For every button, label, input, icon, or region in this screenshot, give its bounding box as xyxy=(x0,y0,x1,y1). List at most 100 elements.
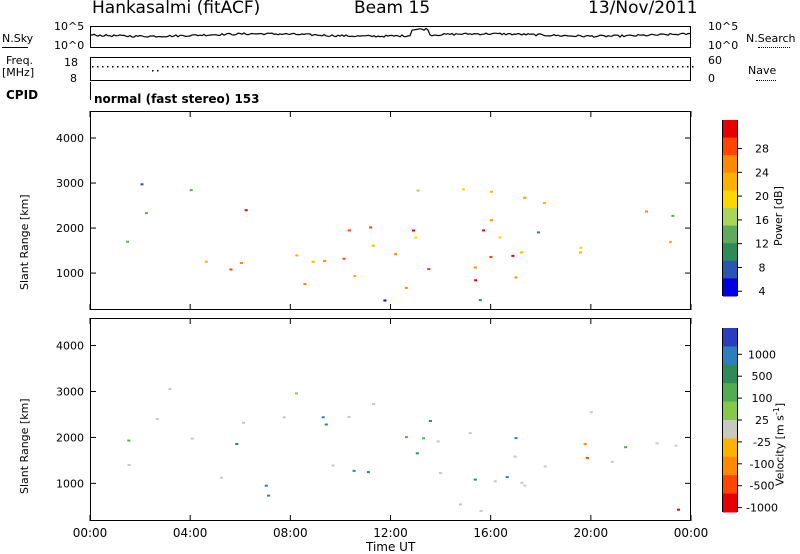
velocity-echo-cell xyxy=(543,465,547,468)
freq-dot xyxy=(692,66,694,68)
power-colorbar-block xyxy=(723,225,737,244)
nave-label: Nave xyxy=(748,64,777,77)
freq-dot xyxy=(307,66,309,68)
power-echo-cell xyxy=(311,260,315,263)
power-echo-cell xyxy=(416,189,420,192)
velocity-echo-cell xyxy=(520,481,524,484)
freq-dot xyxy=(237,66,239,68)
power-echo-cell xyxy=(498,236,502,239)
freq-label: Freq. xyxy=(6,54,34,67)
freq-dot xyxy=(197,66,199,68)
freq-dot xyxy=(457,66,459,68)
velocity-echo-cell xyxy=(324,423,328,426)
freq-dot xyxy=(97,66,99,68)
freq-dot xyxy=(667,66,669,68)
power-ytick-label: 3000 xyxy=(56,177,84,190)
freq-dot xyxy=(607,66,609,68)
freq-dot xyxy=(572,66,574,68)
power-colorbar-block xyxy=(723,190,737,209)
power-echo-cell xyxy=(229,268,233,271)
freq-dot xyxy=(522,66,524,68)
velocity-colorbar-block xyxy=(723,438,737,458)
power-echo-cell xyxy=(537,231,540,234)
power-echo-cell xyxy=(482,229,486,232)
freq-dot xyxy=(372,66,374,68)
velocity-colorbar-tick-label: 1000 xyxy=(748,348,776,361)
power-colorbar-block xyxy=(723,137,737,156)
power-colorbar-block xyxy=(723,208,737,227)
velocity-colorbar-tick-label: 500 xyxy=(752,370,773,383)
freq-dot xyxy=(412,66,414,68)
x-tick-label: 20:00 xyxy=(574,526,609,540)
freq-dot xyxy=(447,66,449,68)
velocity-echo-cell xyxy=(473,478,477,481)
freq-dot xyxy=(362,66,364,68)
freq-dot xyxy=(207,66,209,68)
velocity-echo-cell xyxy=(190,437,194,440)
freq-dot xyxy=(397,66,399,68)
velocity-echo-cell xyxy=(352,469,356,472)
power-echo-cell xyxy=(645,210,648,213)
freq-dot xyxy=(297,66,299,68)
velocity-echo-cell xyxy=(321,416,325,419)
freq-dot xyxy=(507,66,509,68)
velocity-echo-cell xyxy=(282,416,286,419)
freq-dot xyxy=(107,66,109,68)
freq-dot xyxy=(592,66,594,68)
freq-dot xyxy=(517,66,519,68)
freq-dot xyxy=(127,66,129,68)
freq-dot xyxy=(367,66,369,68)
freq-dot xyxy=(112,66,114,68)
velocity-echo-cell xyxy=(295,392,298,395)
freq-dot xyxy=(452,66,454,68)
freq-dot xyxy=(182,66,184,68)
power-echo-cell xyxy=(347,229,351,232)
freq-dot xyxy=(602,66,604,68)
velocity-ytick-label: 1000 xyxy=(56,477,84,490)
freq-unit-label: [MHz] xyxy=(2,66,35,79)
freq-dot xyxy=(402,66,404,68)
freq-dot xyxy=(382,66,384,68)
power-echo-cell xyxy=(371,244,375,247)
power-echo-cell xyxy=(140,183,144,186)
velocity-echo-cell xyxy=(347,415,351,418)
velocity-echo-cell xyxy=(479,510,483,513)
freq-dot xyxy=(217,66,219,68)
noise-search-legend-line xyxy=(758,47,790,48)
freq-dot xyxy=(407,66,409,68)
freq-dot xyxy=(552,66,554,68)
freq-dot xyxy=(587,66,589,68)
velocity-colorbar-tick-label: 25 xyxy=(755,414,769,427)
power-ytick-label: 2000 xyxy=(56,222,84,235)
velocity-echo-cell xyxy=(127,439,131,442)
noise-search-label: N.Search xyxy=(746,32,796,45)
noise-right-tick-bottom: 10^0 xyxy=(708,39,739,52)
freq-dot xyxy=(612,66,614,68)
freq-dot xyxy=(432,66,434,68)
power-echo-cell xyxy=(520,251,524,254)
power-echo-cell xyxy=(523,196,527,199)
velocity-ytick-label: 3000 xyxy=(56,385,84,398)
freq-dot xyxy=(302,66,304,68)
freq-left-tick-bottom: 8 xyxy=(70,72,77,85)
noise-left-tick-top: 10^5 xyxy=(54,20,85,33)
power-echo-cell xyxy=(189,189,193,192)
freq-dot xyxy=(117,66,119,68)
power-echo-cell xyxy=(303,283,307,285)
freq-dot xyxy=(547,66,549,68)
freq-dot xyxy=(557,66,559,68)
freq-dot xyxy=(172,66,174,68)
velocity-echo-cell xyxy=(610,460,614,463)
freq-dot xyxy=(292,66,294,68)
power-echo-cell xyxy=(427,268,431,270)
velocity-colorbar-tick-label: -1000 xyxy=(746,502,778,515)
freq-dot xyxy=(162,66,164,68)
freq-dot xyxy=(577,66,579,68)
freq-dot xyxy=(652,66,654,68)
power-echo-cell xyxy=(412,229,415,232)
freq-dot xyxy=(227,66,229,68)
freq-dot xyxy=(132,66,134,68)
freq-dot xyxy=(347,66,349,68)
freq-dot xyxy=(467,66,469,68)
